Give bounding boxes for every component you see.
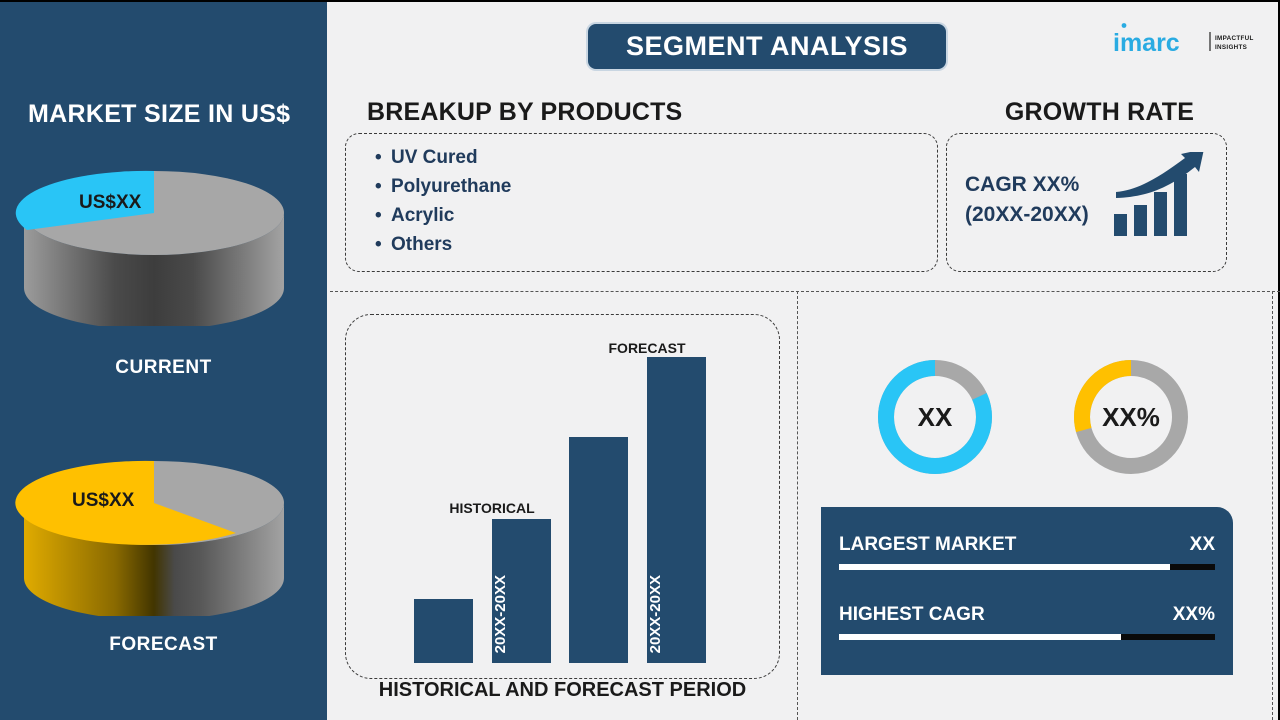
svg-text:INSIGHTS: INSIGHTS (1215, 44, 1247, 51)
svg-text:US$XX: US$XX (72, 490, 135, 511)
svg-text:US$XX: US$XX (79, 192, 142, 213)
svg-text:IMPACTFUL: IMPACTFUL (1215, 35, 1254, 42)
svg-text:imarc: imarc (1113, 29, 1180, 57)
